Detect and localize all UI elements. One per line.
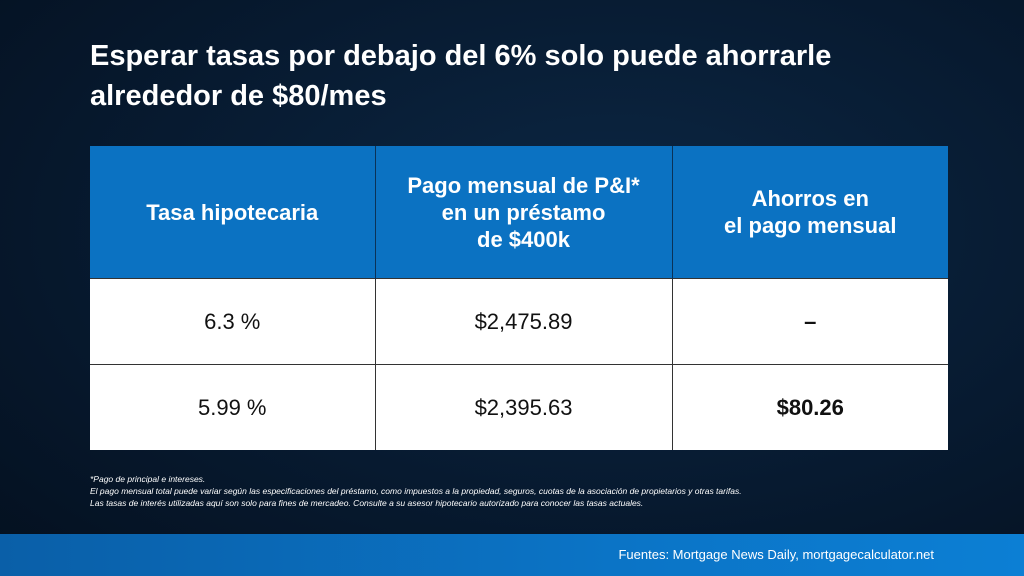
footer-bar: Fuentes: Mortgage News Daily, mortgageca…: [0, 534, 1024, 576]
footnote-payment-variation: El pago mensual total puede variar según…: [90, 486, 742, 496]
footnotes: *Pago de principal e intereses. El pago …: [90, 473, 950, 509]
header-line: Tasa hipotecaria: [146, 199, 319, 225]
header-mortgage-rate: Tasa hipotecaria: [90, 146, 376, 279]
table-row: 5.99 % $2,395.63 $80.26: [90, 364, 948, 450]
header-line: en un préstamo: [441, 199, 606, 225]
footnote-principal-interest: *Pago de principal e intereses.: [90, 474, 206, 484]
cell-rate: 6.3 %: [90, 278, 376, 365]
table-row: 6.3 % $2,475.89 –: [90, 278, 948, 365]
cell-savings: –: [672, 278, 948, 365]
table-header-row: Tasa hipotecaria Pago mensual de P&I* en…: [90, 146, 948, 279]
cell-payment: $2,395.63: [375, 364, 673, 450]
header-line: Ahorros en: [751, 186, 869, 211]
sources-text: Fuentes: Mortgage News Daily, mortgageca…: [618, 547, 934, 562]
cell-rate: 5.99 %: [90, 364, 376, 450]
cell-payment: $2,475.89: [375, 278, 673, 365]
header-line: el pago mensual: [724, 213, 897, 238]
mortgage-rate-table: Tasa hipotecaria Pago mensual de P&I* en…: [90, 146, 948, 450]
header-line: de $400k: [477, 226, 570, 252]
cell-savings: $80.26: [672, 364, 948, 450]
page-title: Esperar tasas por debajo del 6% solo pue…: [90, 36, 950, 116]
header-monthly-payment: Pago mensual de P&I* en un préstamo de $…: [375, 146, 673, 279]
title-line-2: alrededor de $80/mes: [90, 80, 387, 112]
title-line-1: Esperar tasas por debajo del 6% solo pue…: [90, 40, 832, 72]
header-line: Pago mensual de P&I*: [407, 172, 640, 198]
header-monthly-savings: Ahorros en el pago mensual: [672, 146, 948, 279]
footnote-marketing-disclaimer: Las tasas de interés utilizadas aquí son…: [90, 498, 644, 508]
